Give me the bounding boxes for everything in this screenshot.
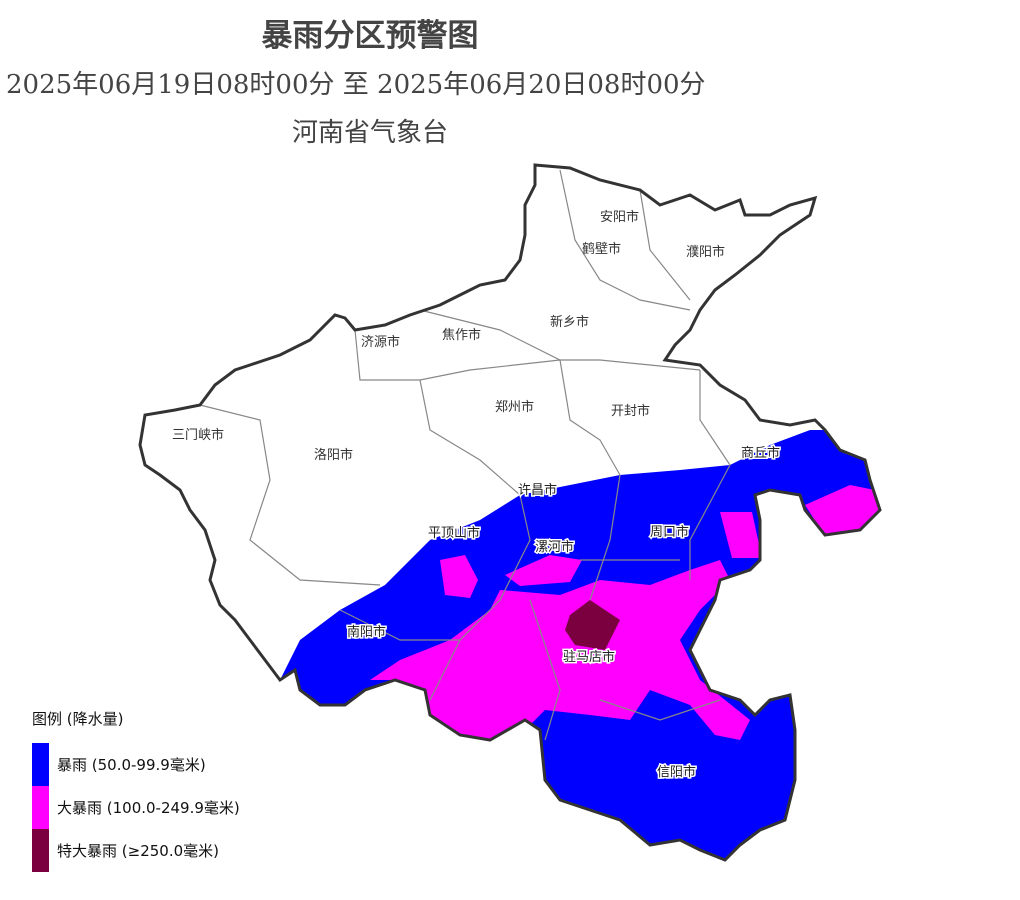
city-boundaries: [199, 169, 731, 741]
legend-swatch: [32, 743, 49, 786]
city-label: 驻马店市: [563, 649, 615, 665]
legend-label: 特大暴雨 (≥250.0毫米): [57, 842, 219, 860]
city-labels: 安阳市 鹤壁市 濮阳市 新乡市 焦作市 济源市 郑州市 开封市 三门峡市 洛阳市…: [172, 209, 782, 782]
province-border: [138, 163, 882, 862]
city-label: 安阳市: [600, 209, 639, 225]
heavy-rainstorm-zone: [370, 560, 750, 740]
city-label: 鹤壁市: [582, 241, 621, 257]
issuing-agency: 河南省气象台: [291, 118, 448, 148]
heavy-rainstorm-zone: [720, 512, 762, 558]
map-title: 暴雨分区预警图: [261, 18, 479, 54]
legend-title: 图例 (降水量): [32, 710, 124, 728]
city-label: 洛阳市: [314, 447, 353, 463]
city-label: 周口市: [650, 524, 689, 540]
city-label: 平顶山市: [428, 525, 480, 541]
heavy-rainstorm-zone: [505, 555, 582, 586]
city-label: 三门峡市: [172, 427, 224, 443]
legend-item-extreme-rainstorm: 特大暴雨 (≥250.0毫米): [32, 829, 240, 872]
city-label: 南阳市: [347, 624, 386, 640]
city-label: 濮阳市: [686, 244, 725, 260]
city-label: 开封市: [611, 403, 650, 419]
city-label: 新乡市: [550, 314, 589, 330]
legend-swatch: [32, 829, 49, 872]
city-label: 信阳市: [657, 764, 696, 780]
legend-item-rainstorm: 暴雨 (50.0-99.9毫米): [32, 743, 240, 786]
legend-item-heavy-rainstorm: 大暴雨 (100.0-249.9毫米): [32, 786, 240, 829]
city-label: 焦作市: [442, 327, 481, 343]
city-label: 漯河市: [535, 539, 574, 555]
extreme-rainstorm-zone: [565, 600, 620, 650]
city-label: 许昌市: [518, 482, 557, 498]
city-label: 济源市: [361, 334, 400, 350]
city-label: 郑州市: [495, 399, 534, 415]
heavy-rainstorm-zone: [440, 555, 478, 598]
forecast-period: 2025年06月19日08时00分 至 2025年06月20日08时00分: [6, 70, 706, 100]
legend-label: 大暴雨 (100.0-249.9毫米): [57, 799, 240, 817]
legend-swatch: [32, 786, 49, 829]
legend: 图例 (降水量) 暴雨 (50.0-99.9毫米) 大暴雨 (100.0-249…: [32, 708, 240, 872]
city-label: 商丘市: [741, 445, 780, 461]
legend-label: 暴雨 (50.0-99.9毫米): [57, 756, 206, 774]
heavy-rainstorm-zone: [805, 485, 880, 536]
